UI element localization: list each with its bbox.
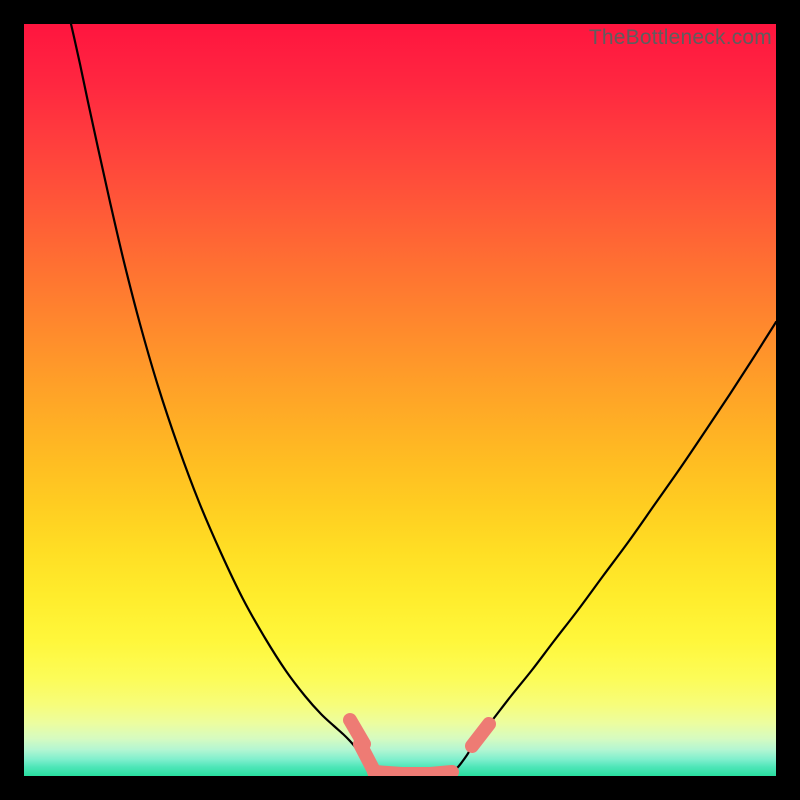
watermark-text: TheBottleneck.com <box>589 26 772 50</box>
chart-frame: TheBottleneck.com <box>24 24 776 776</box>
bottleneck-chart <box>24 24 776 776</box>
marker-capsule <box>430 772 452 774</box>
chart-background <box>24 24 776 776</box>
